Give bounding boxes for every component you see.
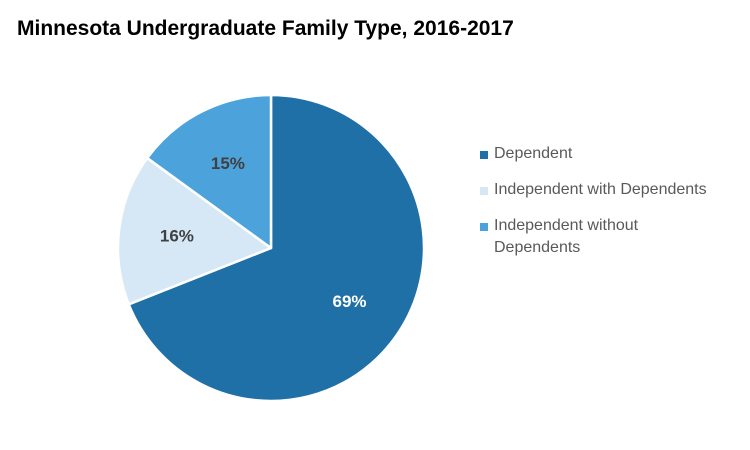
legend-swatch-dependent [480,151,488,159]
legend-label-dependent: Dependent [494,145,573,162]
legend-swatch-independent-with-dependents [480,187,488,195]
pie-slice-independent-without-dependents [145,93,273,250]
pie-slice-dependent [127,93,426,403]
legend-item-independent-without-dependents: Independent without Dependents [477,215,727,259]
chart-title: Minnesota Undergraduate Family Type, 201… [17,17,514,40]
legend-item-independent-with-dependents: Independent with Dependents [477,179,727,201]
data-label-independent-with-dependents: 16% [160,227,194,246]
legend-label-independent-with-dependents: Independent with Dependents [494,181,707,198]
legend-swatch-independent-without-dependents [480,223,488,231]
legend-item-dependent: Dependent [477,143,727,165]
pie-slice-independent-with-dependents [116,156,273,306]
data-label-dependent: 69% [332,292,366,311]
legend-label-independent-without-dependents: Independent without Dependents [494,217,639,256]
chart-legend: Dependent Independent with Dependents In… [477,143,727,259]
data-label-independent-without-dependents: 15% [211,154,245,173]
